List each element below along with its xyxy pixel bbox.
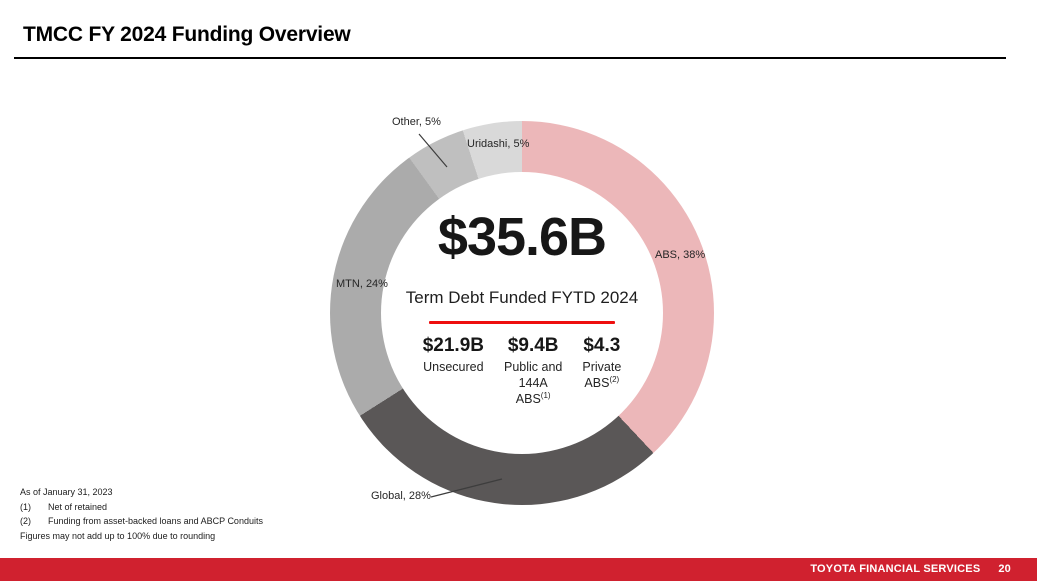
footnote-rounding: Figures may not add up to 100% due to ro… [20, 530, 216, 541]
center-stats: $21.9B Unsecured $9.4B Public and 144A A… [423, 335, 622, 407]
footnote-ref-2: (2) [609, 375, 620, 385]
page-title: TMCC FY 2024 Funding Overview [23, 23, 351, 46]
footnote-2: (2) Funding from asset-backed loans and A… [20, 516, 263, 526]
segment-label-global: Global, 28% [371, 490, 431, 502]
slide-header: TMCC FY 2024 Funding Overview [14, 0, 1006, 59]
segment-label-other: Other, 5% [392, 116, 441, 128]
segment-label-abs: ABS, 38% [655, 249, 706, 261]
segment-label-mtn: MTN, 24% [336, 278, 388, 290]
segment-label-uridashi: Uridashi, 5% [467, 138, 530, 150]
footnote-asof: As of January 31, 2023 [20, 487, 113, 497]
footer-bar: TOYOTA FINANCIAL SERVICES 20 [0, 558, 1037, 581]
center-subtitle: Term Debt Funded FYTD 2024 [405, 288, 639, 307]
page-number: 20 [998, 563, 1011, 575]
center-total: $35.6B [437, 207, 607, 267]
footer-brand: TOYOTA FINANCIAL SERVICES [810, 563, 981, 575]
stat-unsecured: $21.9B Unsecured [422, 335, 484, 375]
donut-center: $35.6B Term Debt Funded FYTD 2024 $21.9B… [381, 172, 663, 454]
footnote-1: (1) Net of retained [20, 501, 108, 512]
footnote-ref-1: (1) [540, 391, 551, 401]
stat-private-abs: $4.3 Private ABS(2) [582, 335, 622, 391]
stat-public-144a-abs: $9.4B Public and 144A ABS(1) [504, 335, 563, 407]
footnotes: As of January 31, 2023 (1) Net of retaine… [20, 488, 263, 546]
center-divider-line [429, 321, 615, 325]
